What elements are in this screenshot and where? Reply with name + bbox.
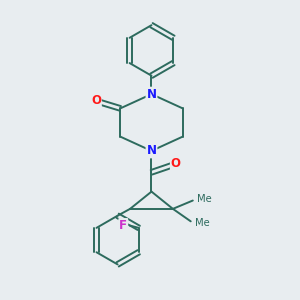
Text: O: O xyxy=(171,158,181,170)
Text: O: O xyxy=(91,94,101,107)
Text: Me: Me xyxy=(195,218,209,227)
Text: N: N xyxy=(146,88,157,100)
Text: N: N xyxy=(146,144,157,158)
Text: F: F xyxy=(119,219,127,232)
Text: Me: Me xyxy=(197,194,212,204)
